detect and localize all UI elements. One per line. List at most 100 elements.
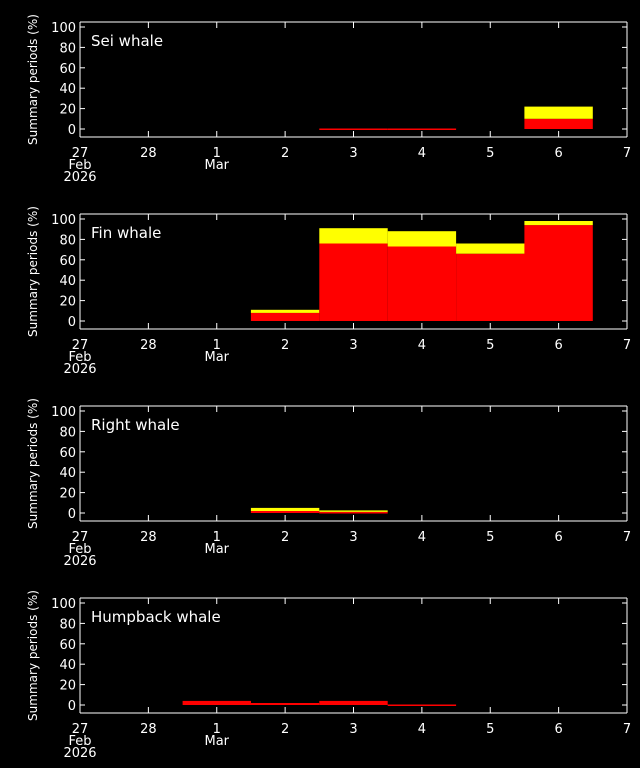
bar-1-4-0	[319, 243, 388, 321]
y-tick-label: 60	[59, 254, 76, 269]
bar-1-5-1	[387, 231, 457, 247]
y-tick-label: 40	[59, 82, 76, 97]
bar-0-5-0	[387, 128, 457, 130]
x-tick-label: 7	[623, 338, 631, 353]
y-tick-label: 20	[59, 295, 76, 310]
x-tick-label: 28	[140, 146, 157, 161]
x-tick-label: 28	[140, 722, 157, 737]
bar-3-2-0	[182, 700, 251, 705]
x-tick-label: 5	[486, 530, 494, 545]
bar-1-7-1	[524, 221, 593, 226]
y-tick-label: 60	[59, 62, 76, 77]
x-tick-label: 7	[623, 146, 631, 161]
y-tick-label: 20	[59, 679, 76, 694]
y-axis-label: Summary periods (%)	[26, 398, 40, 529]
x-tick-label: 6	[554, 146, 562, 161]
bar-2-3-0	[250, 511, 320, 513]
bar-1-3-1	[250, 309, 320, 313]
x-tick-label: 27	[72, 722, 89, 737]
y-tick-label: 100	[51, 213, 76, 228]
bar-0-7-0	[524, 118, 593, 129]
x-tick-label: 7	[623, 722, 631, 737]
x-tick-month-label: Feb	[68, 542, 91, 557]
x-tick-month-label: Feb	[68, 158, 91, 173]
y-tick-label: 0	[68, 123, 76, 138]
x-tick-label: 6	[554, 338, 562, 353]
y-tick-label: 40	[59, 658, 76, 673]
x-tick-label: 3	[349, 146, 357, 161]
y-tick-label: 80	[59, 233, 76, 248]
bar-3-4-0	[319, 700, 388, 705]
x-tick-label: 28	[140, 338, 157, 353]
x-tick-month-label: Mar	[204, 158, 229, 173]
chart-title: Sei whale	[91, 32, 163, 50]
y-tick-label: 100	[51, 21, 76, 36]
x-tick-label: 5	[486, 338, 494, 353]
x-tick-month-label: Mar	[204, 542, 229, 557]
x-tick-label: 2	[281, 146, 289, 161]
y-tick-label: 0	[68, 315, 76, 330]
x-tick-label: 2	[281, 338, 289, 353]
y-tick-label: 80	[59, 41, 76, 56]
y-axis-label: Summary periods (%)	[26, 590, 40, 721]
x-year-label: 2026	[63, 170, 96, 185]
x-tick-label: 5	[486, 722, 494, 737]
x-tick-label: 5	[486, 146, 494, 161]
bar-3-3-0	[250, 703, 320, 705]
x-tick-label: 1	[213, 338, 221, 353]
x-tick-label: 6	[554, 722, 562, 737]
chart-title: Humpback whale	[91, 608, 221, 626]
y-tick-label: 100	[51, 597, 76, 612]
y-tick-label: 40	[59, 274, 76, 289]
y-tick-label: 20	[59, 103, 76, 118]
x-tick-label: 6	[554, 530, 562, 545]
x-tick-label: 4	[418, 530, 426, 545]
chart-title: Fin whale	[91, 224, 161, 242]
bar-0-7-1	[524, 106, 593, 119]
x-tick-label: 27	[72, 146, 89, 161]
x-year-label: 2026	[63, 362, 96, 377]
y-tick-label: 40	[59, 466, 76, 481]
bar-1-4-1	[319, 228, 388, 244]
x-tick-month-label: Feb	[68, 734, 91, 749]
y-tick-label: 60	[59, 638, 76, 653]
chart-title: Right whale	[91, 416, 180, 434]
bar-2-4-0	[319, 512, 388, 514]
bar-3-5-0	[387, 704, 457, 706]
y-tick-label: 80	[59, 425, 76, 440]
y-tick-label: 100	[51, 405, 76, 420]
x-year-label: 2026	[63, 554, 96, 569]
bar-2-4-1	[319, 510, 388, 512]
x-tick-month-label: Mar	[204, 350, 229, 365]
bar-1-5-0	[387, 246, 457, 321]
x-tick-label: 27	[72, 338, 89, 353]
y-tick-label: 20	[59, 487, 76, 502]
y-axis-label: Summary periods (%)	[26, 206, 40, 337]
x-tick-label: 3	[349, 338, 357, 353]
bar-0-4-0	[319, 128, 388, 130]
y-axis-label: Summary periods (%)	[26, 14, 40, 145]
x-tick-label: 3	[349, 530, 357, 545]
x-tick-label: 4	[418, 338, 426, 353]
x-tick-label: 1	[213, 146, 221, 161]
x-tick-label: 2	[281, 722, 289, 737]
y-tick-label: 0	[68, 699, 76, 714]
bar-1-6-1	[456, 243, 525, 254]
x-tick-label: 4	[418, 722, 426, 737]
x-tick-label: 2	[281, 530, 289, 545]
y-tick-label: 60	[59, 446, 76, 461]
x-tick-month-label: Feb	[68, 350, 91, 365]
x-tick-label: 3	[349, 722, 357, 737]
bar-1-6-0	[456, 253, 525, 321]
y-tick-label: 0	[68, 507, 76, 522]
x-tick-label: 7	[623, 530, 631, 545]
x-tick-label: 28	[140, 530, 157, 545]
y-tick-label: 80	[59, 617, 76, 632]
x-tick-label: 1	[213, 530, 221, 545]
x-year-label: 2026	[63, 746, 96, 761]
bar-1-3-0	[250, 312, 320, 321]
